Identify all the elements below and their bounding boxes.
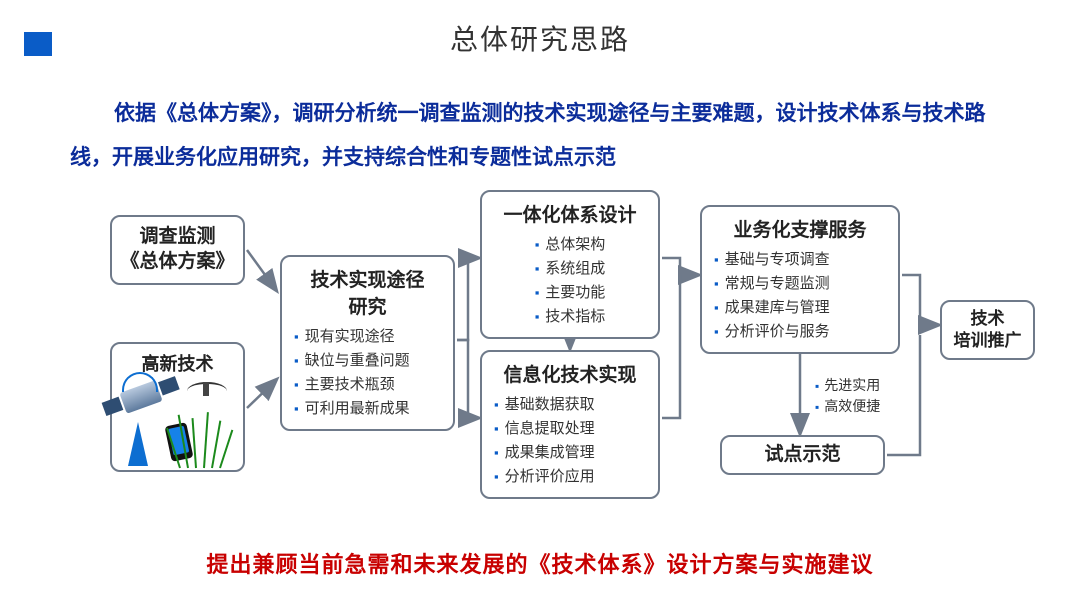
tech-path-title-a: 技术实现途径 [294, 265, 441, 292]
infotech-title: 信息化技术实现 [494, 360, 646, 387]
list-item: 成果集成管理 [494, 441, 646, 465]
list-item: 先进实用 [815, 375, 880, 396]
list-item: 系统组成 [494, 257, 646, 281]
footer-conclusion: 提出兼顾当前急需和未来发展的《技术体系》设计方案与实施建议 [0, 547, 1080, 579]
training-l2: 培训推广 [954, 330, 1022, 352]
pilot-label: 试点示范 [764, 443, 840, 468]
integrated-title: 一体化体系设计 [494, 200, 646, 227]
intro-text: 依据《总体方案》，调研分析统一调查监测的技术实现途径与主要难题，设计技术体系与技… [70, 102, 986, 169]
support-title: 业务化支撑服务 [714, 215, 886, 242]
list-item: 主要功能 [494, 281, 646, 305]
tech-path-title-b: 研究 [294, 292, 441, 319]
grass-icon [175, 410, 229, 468]
flow-diagram: 调查监测 《总体方案》 高新技术 技术实现途径 研究 现有实现途径 缺位与重叠问… [0, 190, 1080, 510]
support-list: 基础与专项调查 常规与专题监测 成果建库与管理 分析评价与服务 [714, 248, 886, 344]
box-integrated: 一体化体系设计 总体架构 系统组成 主要功能 技术指标 [480, 190, 660, 339]
intro-paragraph: 依据《总体方案》，调研分析统一调查监测的技术实现途径与主要难题，设计技术体系与技… [70, 92, 1020, 180]
survey-l2: 《总体方案》 [120, 250, 234, 275]
list-item: 基础与专项调查 [714, 248, 886, 272]
box-training: 技术 培训推广 [940, 300, 1035, 360]
hightech-illustration [120, 380, 235, 470]
list-item: 高效便捷 [815, 396, 880, 417]
box-support: 业务化支撑服务 基础与专项调查 常规与专题监测 成果建库与管理 分析评价与服务 [700, 205, 900, 354]
box-tech-path: 技术实现途径 研究 现有实现途径 缺位与重叠问题 主要技术瓶颈 可利用最新成果 [280, 255, 455, 431]
box-infotech: 信息化技术实现 基础数据获取 信息提取处理 成果集成管理 分析评价应用 [480, 350, 660, 499]
tech-path-list: 现有实现途径 缺位与重叠问题 主要技术瓶颈 可利用最新成果 [294, 325, 441, 421]
list-item: 成果建库与管理 [714, 296, 886, 320]
box-pilot: 试点示范 [720, 435, 885, 475]
list-item: 可利用最新成果 [294, 397, 441, 421]
list-item: 常规与专题监测 [714, 272, 886, 296]
list-item: 信息提取处理 [494, 417, 646, 441]
list-item: 分析评价应用 [494, 465, 646, 489]
infotech-list: 基础数据获取 信息提取处理 成果集成管理 分析评价应用 [494, 393, 646, 489]
pilot-bullets: 先进实用 高效便捷 [815, 375, 880, 417]
list-item: 总体架构 [494, 233, 646, 257]
page-title: 总体研究思路 [0, 18, 1080, 58]
list-item: 缺位与重叠问题 [294, 349, 441, 373]
box-hightech: 高新技术 [110, 342, 245, 472]
list-item: 现有实现途径 [294, 325, 441, 349]
tower-icon [128, 422, 148, 466]
drone-icon [187, 382, 227, 400]
survey-l1: 调查监测 [139, 225, 215, 250]
list-item: 主要技术瓶颈 [294, 373, 441, 397]
list-item: 分析评价与服务 [714, 320, 886, 344]
training-l1: 技术 [971, 308, 1005, 330]
list-item: 基础数据获取 [494, 393, 646, 417]
integrated-list: 总体架构 系统组成 主要功能 技术指标 [494, 233, 646, 329]
list-item: 技术指标 [494, 305, 646, 329]
box-survey: 调查监测 《总体方案》 [110, 215, 245, 285]
